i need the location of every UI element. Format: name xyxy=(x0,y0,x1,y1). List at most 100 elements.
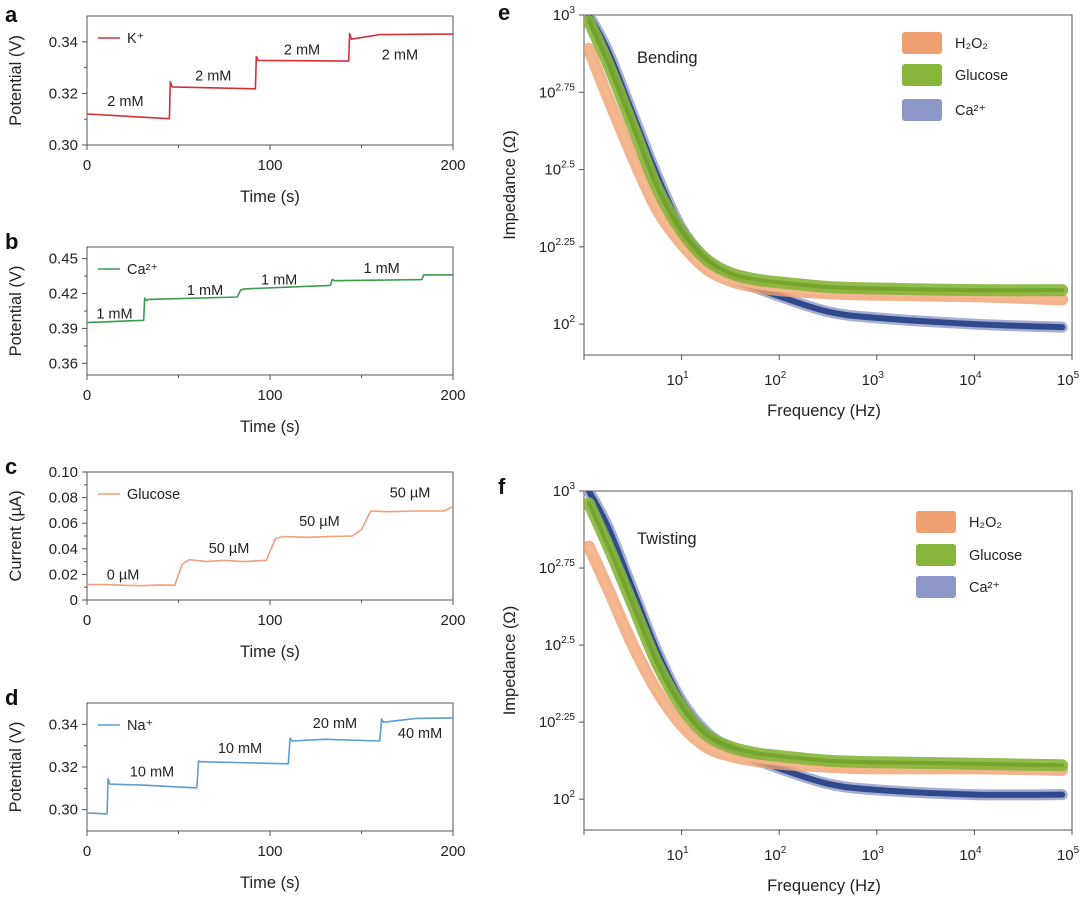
legend-label: H₂O₂ xyxy=(969,515,1002,531)
y-tick-label: 0.36 xyxy=(49,355,78,372)
y-tick-label: 0.39 xyxy=(49,320,78,337)
tick-base: 10 xyxy=(553,316,570,333)
y-tick-label: 0.10 xyxy=(49,464,78,481)
series-line-c xyxy=(87,505,454,587)
y-tick-label: 102.5 xyxy=(544,635,575,654)
tick-base: 10 xyxy=(959,372,976,389)
x-tick-label: 200 xyxy=(440,843,465,860)
tick-exponent: 2 xyxy=(569,314,575,325)
tick-exponent: 3 xyxy=(878,370,884,381)
x-tick-label: 100 xyxy=(257,843,282,860)
annotation-label: 2 mM xyxy=(382,48,418,64)
tick-base: 10 xyxy=(666,372,683,389)
x-tick-label: 104 xyxy=(959,370,982,389)
panel-letter: d xyxy=(5,685,18,710)
panel-a: a 0 100 200 0.30 0.32 0.34 Time (s) Potential (V… xyxy=(5,2,466,206)
legend-swatch xyxy=(902,99,942,121)
legend-label: Ca²⁺ xyxy=(127,262,158,278)
y-tick-label: 103 xyxy=(553,5,576,24)
x-axis-label: Time (s) xyxy=(240,643,300,661)
legend-label: Glucose xyxy=(969,548,1022,564)
annotation-label: 10 mM xyxy=(130,764,174,780)
annotation-label: 40 mM xyxy=(398,726,442,742)
tick-exponent: 2.5 xyxy=(561,635,575,646)
legend-label: K⁺ xyxy=(127,31,144,47)
y-tick-label: 0.30 xyxy=(49,137,78,154)
tick-exponent: 4 xyxy=(976,370,982,381)
legend-swatch xyxy=(902,64,942,86)
annotation-label: 1 mM xyxy=(364,261,400,277)
tick-base: 10 xyxy=(544,162,561,179)
y-tick-label: 0.45 xyxy=(49,251,78,268)
y-tick-label: 102.75 xyxy=(539,82,576,101)
plot-frame xyxy=(583,490,1073,831)
legend-swatch xyxy=(916,544,956,566)
tick-base: 10 xyxy=(764,847,781,864)
legend-label: Na⁺ xyxy=(127,718,153,734)
x-axis-label: Frequency (Hz) xyxy=(767,402,881,420)
panel-letter: f xyxy=(498,474,506,499)
annotation-label: 2 mM xyxy=(284,43,320,59)
panel-d: d 0 100 200 0.30 0.32 0.34 Time (s) Potential (V… xyxy=(5,685,466,892)
x-tick-label: 0 xyxy=(83,843,91,860)
tick-exponent: 1 xyxy=(683,845,689,856)
x-axis-label: Time (s) xyxy=(240,188,300,206)
x-tick-label: 0 xyxy=(83,387,91,404)
tick-exponent: 2.25 xyxy=(556,237,576,248)
y-tick-label: 0.32 xyxy=(49,759,78,776)
legend-label: H₂O₂ xyxy=(955,36,988,52)
tick-exponent: 5 xyxy=(1074,845,1080,856)
tick-exponent: 2.75 xyxy=(556,82,576,93)
annotation-label: 2 mM xyxy=(195,68,231,84)
y-tick-label: 0.04 xyxy=(49,541,78,558)
annotation-label: 1 mM xyxy=(96,306,132,322)
tick-exponent: 3 xyxy=(569,5,575,16)
x-tick-label: 200 xyxy=(440,612,465,629)
panel-c: c 0 100 200 0 0.02 0.04 0.06 0.08 0.10 Time (s) Cur… xyxy=(5,454,466,661)
y-axis-label: Potential (V) xyxy=(7,266,25,357)
x-axis-label: Time (s) xyxy=(240,418,300,436)
series-line-glucose-core xyxy=(586,19,1065,293)
x-tick-label: 102 xyxy=(764,370,787,389)
y-tick-label: 102.25 xyxy=(539,237,576,256)
x-tick-label: 103 xyxy=(862,845,885,864)
y-tick-label: 102.5 xyxy=(544,160,575,179)
panel-b: b 0 100 200 0.36 0.39 0.42 0.45 Time (s) Potentia… xyxy=(5,229,466,436)
panel-letter: e xyxy=(498,0,510,25)
annotation-label: 50 µM xyxy=(209,541,250,557)
x-tick-label: 200 xyxy=(440,387,465,404)
tick-base: 10 xyxy=(862,372,879,389)
tick-exponent: 2.25 xyxy=(556,712,576,723)
legend-label: Glucose xyxy=(955,68,1008,84)
tick-base: 10 xyxy=(539,560,556,577)
tick-base: 10 xyxy=(1057,372,1074,389)
x-axis-label: Time (s) xyxy=(240,874,300,892)
y-tick-label: 0.34 xyxy=(49,34,78,51)
tick-exponent: 3 xyxy=(878,845,884,856)
annotation-label: 1 mM xyxy=(261,273,297,289)
tick-base: 10 xyxy=(959,847,976,864)
x-tick-label: 200 xyxy=(440,157,465,174)
y-tick-label: 0.30 xyxy=(49,802,78,819)
tick-base: 10 xyxy=(666,847,683,864)
tick-exponent: 2.5 xyxy=(561,160,575,171)
tick-exponent: 2 xyxy=(569,789,575,800)
tick-base: 10 xyxy=(539,84,556,101)
x-tick-label: 100 xyxy=(257,157,282,174)
tick-exponent: 5 xyxy=(1074,370,1080,381)
x-tick-label: 100 xyxy=(257,612,282,629)
tick-base: 10 xyxy=(553,791,570,808)
y-tick-label: 102.75 xyxy=(539,558,576,577)
tick-exponent: 2 xyxy=(781,845,787,856)
series-line-b xyxy=(86,274,453,324)
x-tick-label: 101 xyxy=(666,845,689,864)
annotation-label: 20 mM xyxy=(313,716,357,732)
y-axis-label: Potential (V) xyxy=(7,35,25,126)
series-line-d xyxy=(86,717,454,815)
tick-base: 10 xyxy=(539,239,556,256)
condition-label: Bending xyxy=(637,49,698,67)
legend-label: Ca²⁺ xyxy=(969,580,1000,596)
x-tick-label: 0 xyxy=(83,612,91,629)
tick-base: 10 xyxy=(862,847,879,864)
